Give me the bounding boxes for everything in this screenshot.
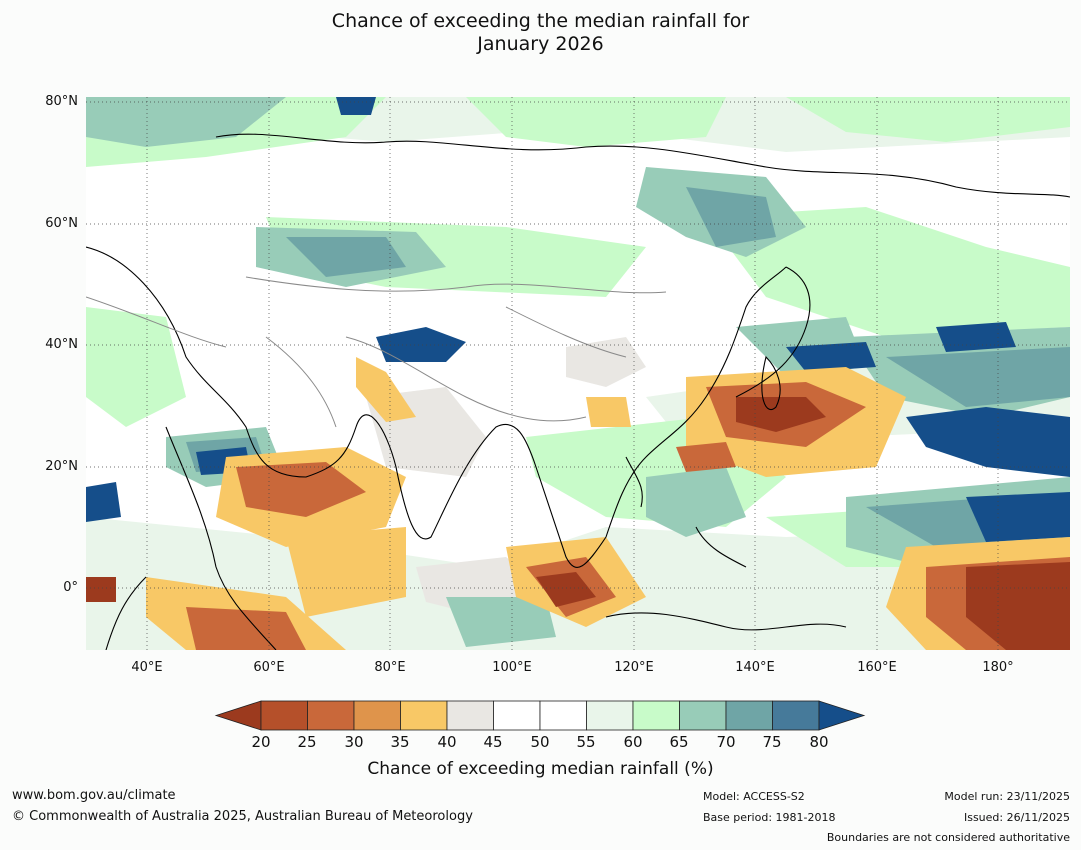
colorbar-segment: [586, 700, 634, 731]
brown-regions: [86, 397, 1070, 650]
colorbar-segment: [539, 700, 587, 731]
map-title: Chance of exceeding the median rainfall …: [0, 10, 1081, 56]
colorbar-tick: 70: [716, 733, 736, 751]
colorbar-segment: [679, 700, 727, 731]
lon-label-140e: 140°E: [735, 660, 775, 675]
footer-copyright: © Commonwealth of Australia 2025, Austra…: [12, 809, 473, 824]
rainfall-map: [86, 97, 1070, 650]
colorbar-segment: [632, 700, 680, 731]
footer-issued: Issued: 26/11/2025: [963, 811, 1070, 824]
colorbar-segment: [400, 700, 448, 731]
colorbar-tick: 55: [576, 733, 596, 751]
colorbar-extend-low: [214, 700, 262, 731]
colorbar-tick: 80: [809, 733, 829, 751]
lon-label-160e: 160°E: [857, 660, 897, 675]
footer-model-run: Model run: 23/11/2025: [944, 790, 1070, 803]
title-line-1: Chance of exceeding the median rainfall …: [331, 10, 750, 32]
lat-label-80n: 80°N: [45, 94, 78, 109]
lon-label-60e: 60°E: [253, 660, 285, 675]
colorbar-segment: [725, 700, 773, 731]
colorbar-tick: 75: [762, 733, 782, 751]
gridlines: [86, 97, 1070, 650]
lon-label-40e: 40°E: [131, 660, 163, 675]
footer-disclaimer: Boundaries are not considered authoritat…: [826, 831, 1070, 844]
colorbar-tick: 25: [297, 733, 317, 751]
colorbar-tick: 30: [344, 733, 364, 751]
colorbar-tick: 60: [623, 733, 643, 751]
colorbar-segment: [353, 700, 401, 731]
colorbar-segment: [446, 700, 494, 731]
colorbar-segment: [260, 700, 308, 731]
footer-website[interactable]: www.bom.gov.au/climate: [12, 788, 176, 803]
colorbar-label: Chance of exceeding median rainfall (%): [367, 759, 714, 779]
footer-base-period: Base period: 1981-2018: [703, 811, 836, 824]
map-canvas: [86, 97, 1070, 650]
title-line-2: January 2026: [477, 33, 604, 55]
lon-label-180: 180°: [982, 660, 1014, 675]
lon-label-100e: 100°E: [492, 660, 532, 675]
lat-label-60n: 60°N: [45, 216, 78, 231]
colorbar-tick: 40: [437, 733, 457, 751]
country-borders: [86, 276, 667, 428]
colorbar-tick: 20: [251, 733, 271, 751]
lon-label-120e: 120°E: [614, 660, 654, 675]
colorbar-tick: 35: [390, 733, 410, 751]
colorbar-segment: [772, 700, 820, 731]
lat-label-20n: 20°N: [45, 459, 78, 474]
lat-label-40n: 40°N: [45, 337, 78, 352]
colorbar-extend-high: [818, 700, 866, 731]
blue-regions: [86, 97, 1070, 542]
colorbar-segment: [307, 700, 355, 731]
colorbar-tick: 50: [530, 733, 550, 751]
lon-label-80e: 80°E: [374, 660, 406, 675]
footer-model: Model: ACCESS-S2: [703, 790, 805, 803]
colorbar-tick: 45: [483, 733, 503, 751]
coastlines: [86, 133, 1070, 650]
lat-label-0: 0°: [63, 580, 78, 595]
colorbar-segment: [493, 700, 541, 731]
colorbar-tick: 65: [669, 733, 689, 751]
